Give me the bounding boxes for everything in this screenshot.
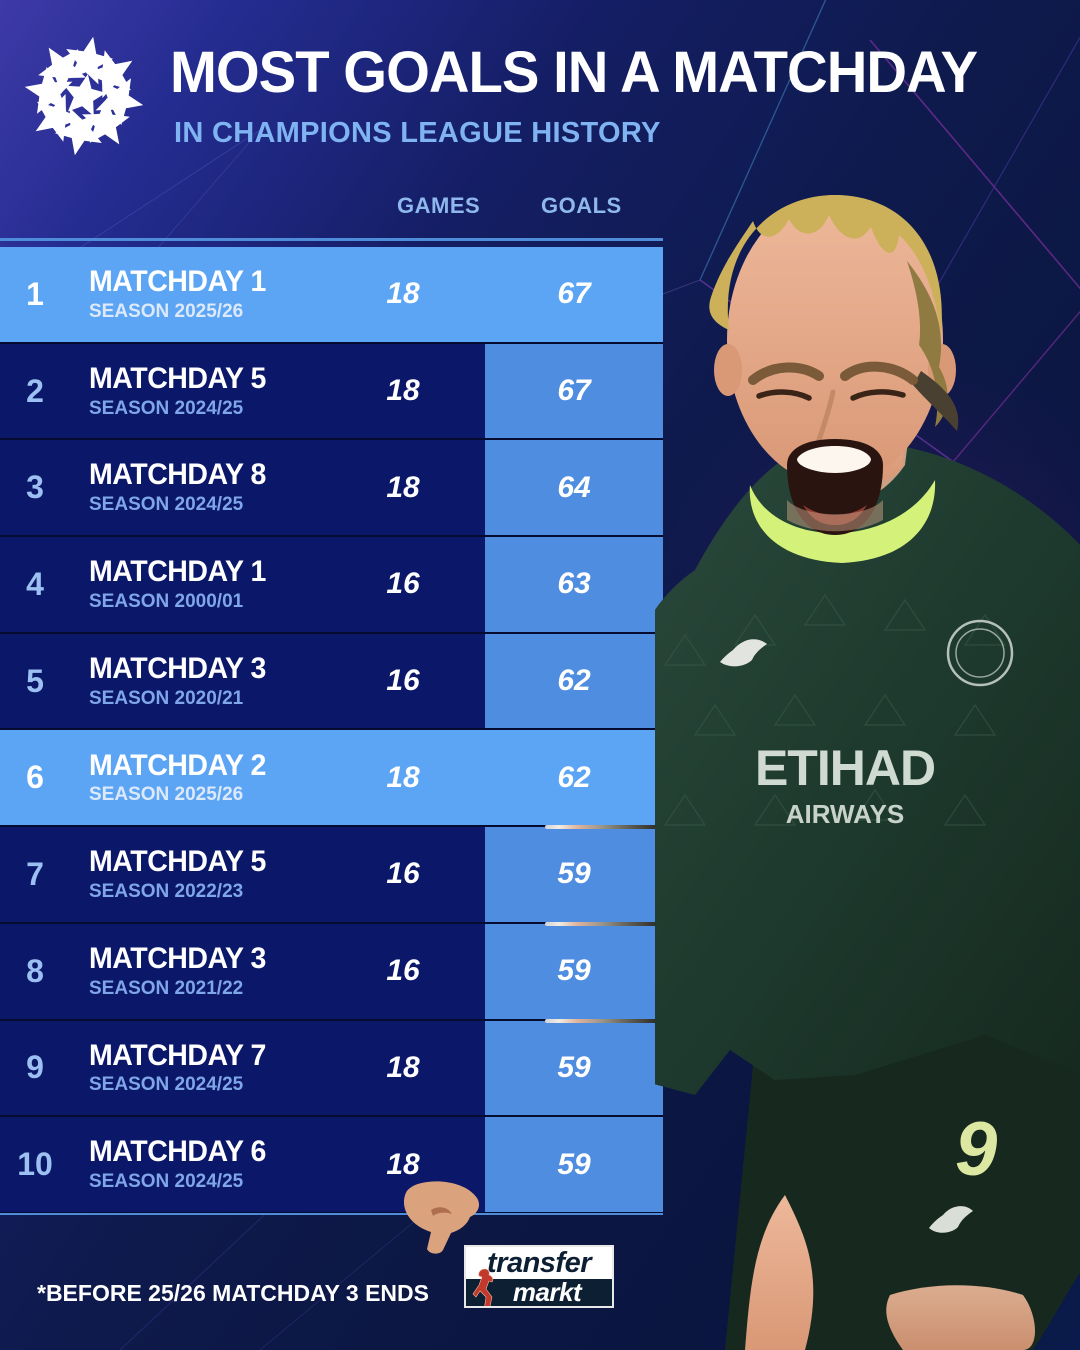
svg-text:9: 9 <box>955 1107 997 1192</box>
svg-text:AIRWAYS: AIRWAYS <box>786 799 905 829</box>
svg-text:ETIHAD: ETIHAD <box>755 740 935 796</box>
